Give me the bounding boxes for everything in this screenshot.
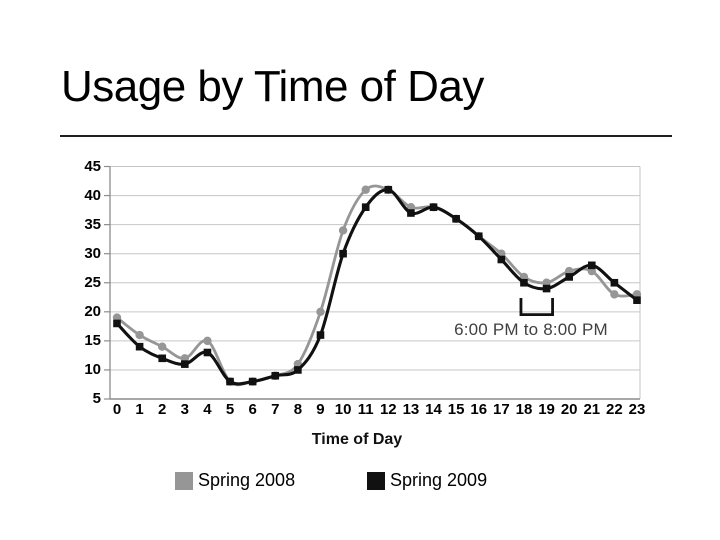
x-axis-tick-label: 9 bbox=[316, 401, 325, 418]
legend-label-spring-2008: Spring 2008 bbox=[198, 470, 296, 490]
x-axis-tick-label: 13 bbox=[402, 401, 420, 418]
x-axis-tick-label: 23 bbox=[628, 401, 646, 418]
y-axis-tick-label: 25 bbox=[84, 273, 101, 291]
y-axis-tick-label: 30 bbox=[84, 244, 101, 262]
y-axis-tick-label: 10 bbox=[84, 360, 101, 378]
x-axis-tick-label: 8 bbox=[293, 401, 303, 418]
x-axis-tick-label: 22 bbox=[606, 401, 623, 418]
chart-legend: Spring 2008 Spring 2009 bbox=[0, 471, 720, 493]
y-axis-tick-label: 40 bbox=[84, 186, 101, 204]
x-axis-title: Time of Day bbox=[311, 431, 403, 448]
x-axis-tick-label: 10 bbox=[334, 401, 352, 418]
y-axis-tick-label: 45 bbox=[84, 157, 101, 175]
slide-title: Usage by Time of Day bbox=[61, 62, 484, 111]
legend-label-spring-2009: Spring 2009 bbox=[390, 470, 488, 490]
x-axis-tick-label: 5 bbox=[225, 401, 235, 418]
x-axis-tick-label: 6 bbox=[248, 401, 257, 418]
x-axis-tick-label: 3 bbox=[180, 401, 189, 418]
y-axis-tick-label: 35 bbox=[84, 215, 101, 233]
legend-item-spring-2008: Spring 2008 bbox=[175, 471, 295, 490]
x-axis-tick-label: 21 bbox=[583, 401, 601, 418]
y-axis-tick-label: 20 bbox=[84, 302, 101, 320]
y-axis-tick-label: 15 bbox=[84, 331, 101, 349]
x-axis-tick-label: 14 bbox=[425, 401, 442, 418]
x-axis-tick-label: 7 bbox=[271, 401, 280, 418]
x-axis-tick-label: 15 bbox=[447, 401, 465, 418]
legend-swatch-spring-2009 bbox=[367, 471, 385, 490]
legend-swatch-spring-2008 bbox=[175, 471, 193, 490]
x-axis-tick-label: 2 bbox=[158, 401, 167, 418]
x-axis-tick-label: 12 bbox=[379, 401, 397, 418]
y-axis-tick-label: 5 bbox=[92, 390, 101, 407]
title-underline bbox=[60, 135, 672, 137]
x-axis-tick-label: 0 bbox=[112, 401, 122, 418]
x-axis-tick-label: 4 bbox=[203, 401, 212, 418]
x-axis-tick-label: 16 bbox=[470, 401, 488, 418]
x-axis-tick-label: 1 bbox=[135, 401, 144, 418]
x-axis-tick-label: 17 bbox=[493, 401, 510, 418]
legend-item-spring-2009: Spring 2009 bbox=[367, 471, 487, 490]
x-axis-tick-label: 19 bbox=[538, 401, 555, 418]
annotation-label: 6:00 PM to 8:00 PM bbox=[454, 320, 608, 339]
x-axis-tick-label: 18 bbox=[515, 401, 533, 418]
x-axis-tick-label: 11 bbox=[357, 401, 374, 418]
x-axis-tick-label: 20 bbox=[560, 401, 578, 418]
